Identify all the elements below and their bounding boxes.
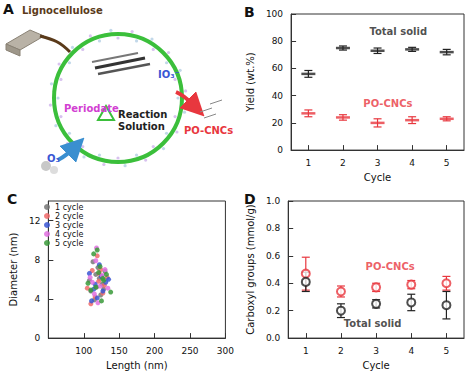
svg-text:Cycle: Cycle (364, 172, 391, 183)
svg-text:80: 80 (272, 36, 284, 46)
svg-text:4: 4 (408, 346, 414, 356)
svg-text:5: 5 (444, 158, 450, 168)
svg-text:300: 300 (217, 346, 234, 356)
svg-text:C: C (7, 191, 17, 207)
svg-text:0.2: 0.2 (266, 306, 280, 316)
svg-text:Lignocellulose: Lignocellulose (22, 5, 103, 16)
svg-text:60: 60 (272, 63, 284, 73)
svg-text:0: 0 (35, 333, 41, 343)
svg-text:Carboxyl groups (mmol/g): Carboxyl groups (mmol/g) (245, 204, 256, 335)
svg-text:100: 100 (266, 9, 283, 19)
svg-text:3: 3 (373, 346, 379, 356)
svg-text:12: 12 (29, 216, 40, 226)
svg-text:100: 100 (75, 346, 92, 356)
svg-text:0: 0 (277, 145, 283, 155)
svg-text:8: 8 (35, 255, 41, 265)
svg-text:250: 250 (181, 346, 198, 356)
svg-text:PO-CNCs: PO-CNCs (366, 261, 415, 272)
svg-text:Diameter (nm): Diameter (nm) (8, 233, 19, 307)
svg-text:PO-CNCs: PO-CNCs (363, 98, 412, 109)
svg-text:Length (nm): Length (nm) (106, 360, 168, 371)
svg-text:1.0: 1.0 (266, 196, 281, 206)
svg-text:O₃: O₃ (47, 153, 60, 164)
svg-text:200: 200 (146, 346, 163, 356)
svg-text:20: 20 (272, 118, 284, 128)
svg-text:Solution: Solution (118, 121, 165, 132)
svg-text:1 cycle: 1 cycle (55, 203, 83, 212)
svg-text:Total solid: Total solid (344, 318, 402, 329)
svg-text:40: 40 (272, 91, 284, 101)
svg-text:PO-CNCs: PO-CNCs (184, 125, 233, 136)
svg-text:Periodate: Periodate (64, 103, 119, 114)
svg-text:2: 2 (338, 346, 344, 356)
svg-text:Total solid: Total solid (369, 26, 427, 37)
svg-text:4: 4 (409, 158, 415, 168)
svg-text:A: A (3, 1, 14, 17)
svg-text:3: 3 (375, 158, 381, 168)
svg-text:0.8: 0.8 (266, 223, 281, 233)
svg-text:2 cycle: 2 cycle (55, 212, 83, 221)
svg-text:Cycle: Cycle (362, 360, 389, 371)
svg-text:2: 2 (340, 158, 346, 168)
svg-text:150: 150 (111, 346, 128, 356)
svg-text:0.0: 0.0 (266, 333, 281, 343)
svg-text:1: 1 (306, 158, 312, 168)
svg-text:3 cycle: 3 cycle (55, 221, 83, 230)
svg-text:4: 4 (35, 294, 41, 304)
svg-text:0.6: 0.6 (266, 251, 281, 261)
svg-text:B: B (244, 4, 255, 20)
svg-text:4 cycle: 4 cycle (55, 230, 83, 239)
svg-text:1: 1 (303, 346, 309, 356)
svg-text:Reaction: Reaction (118, 109, 167, 120)
svg-text:5 cycle: 5 cycle (55, 239, 83, 248)
svg-text:0.4: 0.4 (266, 278, 281, 288)
svg-text:5: 5 (444, 346, 450, 356)
svg-text:Yield (wt.%): Yield (wt.%) (245, 52, 256, 113)
svg-text:IO₃⁻: IO₃⁻ (158, 69, 180, 80)
svg-text:D: D (244, 191, 256, 207)
